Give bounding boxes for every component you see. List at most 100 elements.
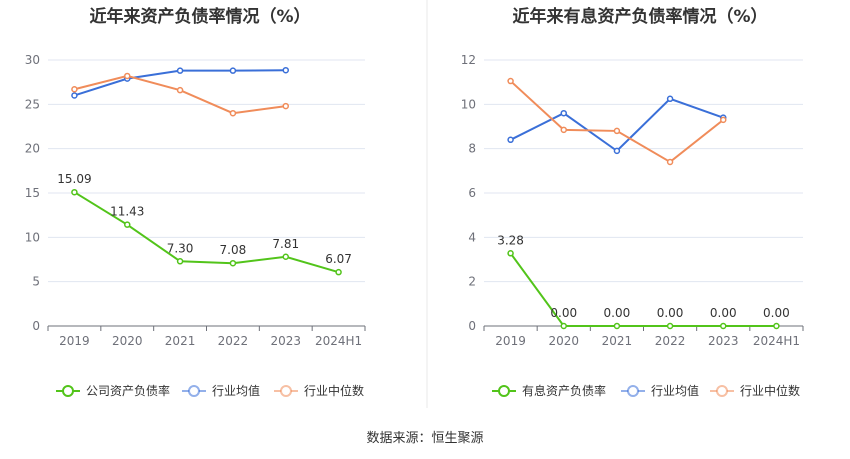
- data-point: [124, 221, 131, 228]
- y-tick-label: 0: [468, 319, 476, 333]
- data-point: [176, 86, 184, 94]
- series-0: 15.09 11.43 7.30 7.08 7.81 6.07: [57, 172, 352, 276]
- series-2: [71, 72, 289, 117]
- x-tick-label: 2024H1: [315, 334, 362, 348]
- y-tick-label: 12: [461, 53, 476, 67]
- x-tick-label: 2022: [655, 334, 686, 348]
- data-point: [613, 147, 621, 155]
- y-tick-label: 5: [32, 275, 40, 289]
- data-point: [666, 95, 674, 103]
- data-point: [124, 72, 131, 80]
- series-line: [74, 74, 286, 115]
- data-point: [666, 322, 674, 330]
- data-point: [560, 126, 567, 134]
- chart-title: 近年来有息资产负债率情况（%）: [512, 6, 767, 27]
- data-point: [666, 158, 674, 166]
- data-point: [507, 136, 514, 144]
- legend-marker-icon: [498, 385, 510, 397]
- data-point: [613, 322, 621, 330]
- data-label: 0.00: [604, 306, 631, 320]
- x-tick-label: 2021: [602, 334, 633, 348]
- series-line: [73, 191, 339, 274]
- data-label: 0.00: [657, 306, 684, 320]
- y-tick-label: 15: [25, 186, 40, 200]
- data-label: 0.00: [763, 306, 790, 320]
- data-point: [176, 258, 184, 265]
- y-tick-label: 10: [25, 230, 40, 244]
- x-tick-label: 2023: [708, 334, 739, 348]
- data-point: [720, 116, 727, 124]
- data-source-note: 数据来源：恒生聚源: [366, 431, 483, 446]
- data-point: [507, 250, 514, 257]
- series-line: [509, 252, 777, 327]
- data-point: [229, 67, 237, 74]
- chart-title: 近年来资产负债率情况（%）: [89, 6, 310, 27]
- data-point: [560, 109, 567, 117]
- data-point: [282, 66, 289, 74]
- series-1: [507, 95, 727, 155]
- y-tick-label: 4: [468, 230, 476, 244]
- data-point: [71, 188, 78, 196]
- data-point: [720, 322, 727, 330]
- data-label: 7.81: [272, 237, 299, 251]
- series-0: 3.28 0.00 0.00 0.00 0.00 0.00: [497, 233, 790, 330]
- data-point: [560, 322, 567, 330]
- legend-item[interactable]: 公司资产负债率: [56, 383, 170, 398]
- series-line: [510, 97, 724, 153]
- data-point: [229, 259, 237, 267]
- data-label: 0.00: [710, 306, 737, 320]
- data-label: 3.28: [497, 233, 524, 247]
- y-tick-label: 10: [461, 97, 476, 111]
- data-label: 11.43: [110, 205, 144, 219]
- data-label: 15.09: [57, 172, 91, 186]
- legend-marker-icon: [716, 385, 728, 397]
- legend-label: 有息资产负债率: [522, 383, 606, 398]
- chart-left: 近年来资产负债率情况（%） 0 5 10 15 20 25 30 2019 2020 2021 202…: [25, 6, 366, 398]
- data-point: [773, 322, 780, 330]
- legend-marker-icon: [62, 385, 74, 397]
- legend-item[interactable]: 行业均值: [621, 383, 699, 398]
- series-1: [71, 66, 289, 99]
- data-point: [507, 77, 514, 85]
- legend-marker-icon: [280, 385, 292, 397]
- data-label: 0.00: [550, 306, 577, 320]
- x-tick-label: 2023: [270, 334, 301, 348]
- legend-marker-icon: [627, 385, 639, 397]
- y-tick-label: 2: [468, 275, 476, 289]
- data-point: [176, 67, 184, 74]
- x-tick-label: 2021: [165, 334, 196, 348]
- data-point: [229, 109, 237, 117]
- y-tick-label: 30: [25, 53, 40, 67]
- x-tick-label: 2019: [495, 334, 526, 348]
- legend-item[interactable]: 有息资产负债率: [492, 383, 606, 398]
- data-point: [71, 92, 78, 99]
- x-tick-label: 2019: [59, 334, 90, 348]
- legend-label: 行业中位数: [304, 383, 364, 398]
- legend-item[interactable]: 行业中位数: [274, 383, 364, 398]
- data-label: 6.07: [325, 252, 352, 266]
- data-label: 7.08: [220, 243, 247, 257]
- legend-label: 行业均值: [651, 383, 699, 398]
- x-tick-label: 2024H1: [753, 334, 800, 348]
- y-tick-label: 8: [468, 142, 476, 156]
- data-point: [71, 86, 78, 93]
- data-point: [335, 268, 342, 276]
- y-tick-label: 25: [25, 97, 40, 111]
- x-tick-label: 2022: [218, 334, 249, 348]
- legend-item[interactable]: 行业均值: [182, 383, 260, 398]
- x-tick-label: 2020: [112, 334, 143, 348]
- legend-item[interactable]: 行业中位数: [710, 383, 800, 398]
- data-point: [282, 102, 289, 110]
- data-point: [282, 253, 289, 261]
- data-point: [613, 127, 621, 135]
- x-tick-label: 2020: [548, 334, 579, 348]
- legend-label: 行业均值: [212, 383, 260, 398]
- series-2: [507, 77, 727, 166]
- legend-marker-icon: [188, 385, 200, 397]
- legend-label: 行业中位数: [740, 383, 800, 398]
- y-tick-label: 6: [468, 186, 476, 200]
- data-label: 7.30: [167, 241, 194, 255]
- y-tick-label: 0: [32, 319, 40, 333]
- chart-right: 近年来有息资产负债率情况（%） 0 2 4 6 8 10 12 2019 2020 2021 2022…: [461, 6, 804, 398]
